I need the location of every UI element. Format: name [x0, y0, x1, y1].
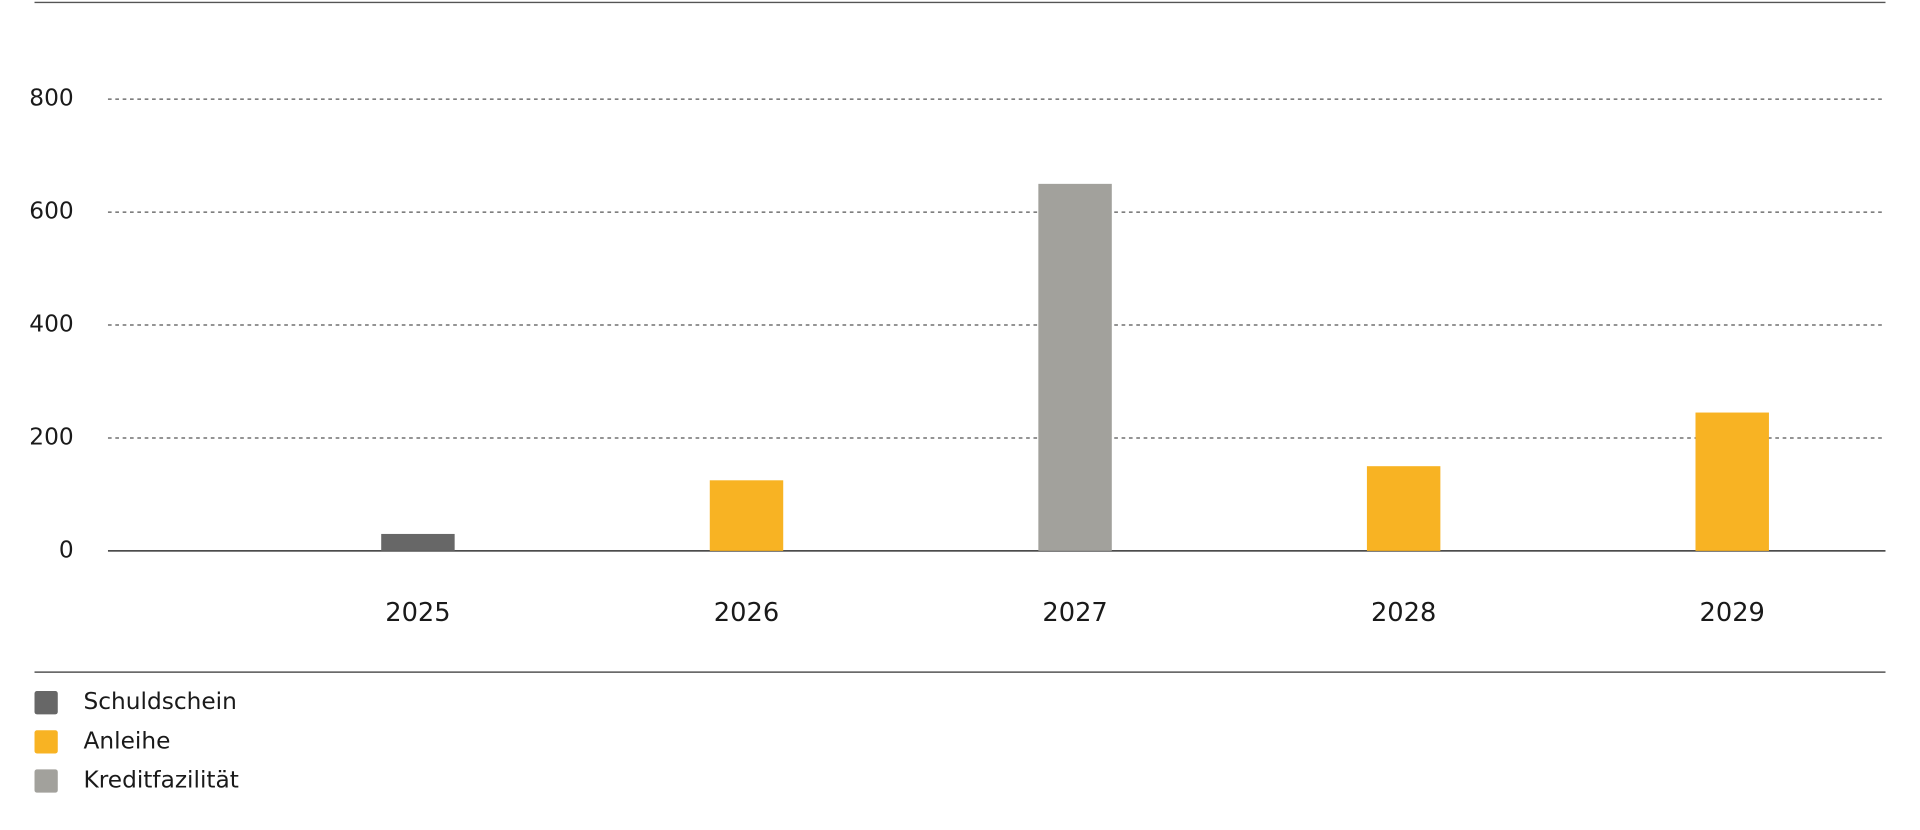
x-tick-label: 2026 — [714, 598, 779, 628]
x-tick-label: 2028 — [1371, 598, 1436, 628]
legend-swatch — [34, 691, 58, 715]
y-tick-label: 800 — [29, 85, 73, 112]
bar — [1695, 412, 1769, 551]
x-tick-label: 2029 — [1700, 598, 1765, 628]
y-tick-label: 200 — [29, 423, 73, 450]
x-tick-label: 2025 — [385, 598, 450, 628]
legend-label: Kreditfazilität — [83, 767, 238, 794]
legend-swatch — [34, 769, 58, 793]
bar — [1038, 183, 1112, 551]
bar — [1366, 466, 1441, 551]
bar — [709, 480, 784, 551]
y-tick-label: 0 — [59, 536, 74, 563]
y-tick-label: 600 — [29, 198, 73, 225]
legend-label: Schuldschein — [83, 688, 236, 715]
bar — [381, 533, 455, 551]
x-tick-label: 2027 — [1042, 598, 1107, 628]
y-tick-label: 400 — [29, 311, 73, 338]
legend-label: Anleihe — [83, 727, 170, 754]
legend-swatch — [34, 730, 58, 754]
